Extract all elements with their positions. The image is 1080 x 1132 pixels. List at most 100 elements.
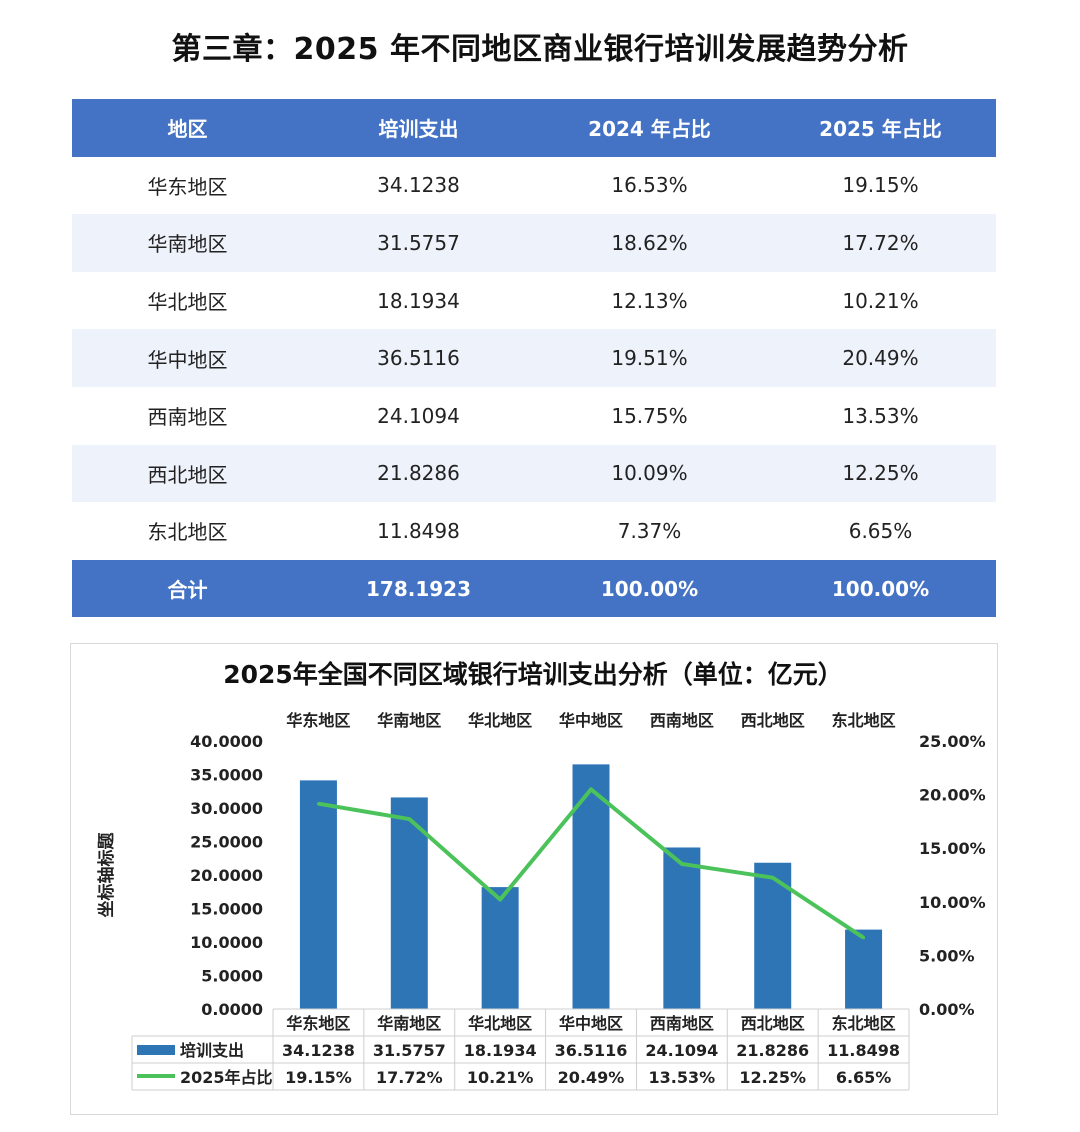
x-tick-label: 东北地区 xyxy=(832,1014,896,1033)
cell-region: 西南地区 xyxy=(72,386,303,445)
top-category-label: 东北地区 xyxy=(832,711,896,730)
bar-data-label: 21.8286 xyxy=(736,1041,809,1060)
table-row: 华中地区 36.5116 19.51% 20.49% xyxy=(72,329,996,387)
y2-tick-label: 5.00% xyxy=(919,946,975,965)
total-share-2024: 100.00% xyxy=(534,559,765,618)
cell-share-2024: 18.62% xyxy=(534,214,765,272)
y-tick-label: 35.0000 xyxy=(190,766,263,785)
cell-region: 华中地区 xyxy=(72,329,303,387)
cell-spend: 11.8498 xyxy=(303,502,534,560)
table-row: 西南地区 24.1094 15.75% 13.53% xyxy=(72,386,996,445)
cell-share-2024: 10.09% xyxy=(534,444,765,503)
bar xyxy=(390,797,428,1009)
page-title: 第三章：2025 年不同地区商业银行培训发展趋势分析 xyxy=(171,32,909,67)
y-tick-label: 20.0000 xyxy=(190,866,263,885)
total-label: 合计 xyxy=(72,559,303,618)
bar xyxy=(481,887,519,1009)
y2-tick-label: 0.00% xyxy=(919,1000,975,1019)
top-category-label: 华北地区 xyxy=(468,711,532,730)
line-data-label: 10.21% xyxy=(467,1068,534,1087)
table-total-row: 合计 178.1923 100.00% 100.00% xyxy=(72,559,996,618)
cell-spend: 21.8286 xyxy=(303,444,534,503)
header-share-2024: 2024 年占比 xyxy=(534,99,765,157)
x-tick-label: 华北地区 xyxy=(468,1014,532,1033)
table-row: 东北地区 11.8498 7.37% 6.65% xyxy=(72,502,996,560)
total-share-2025: 100.00% xyxy=(765,559,996,618)
line-point xyxy=(407,817,411,821)
header-share-2025: 2025 年占比 xyxy=(765,99,996,157)
table-row: 华南地区 31.5757 18.62% 17.72% xyxy=(72,214,996,272)
line-point xyxy=(498,898,502,902)
cell-region: 东北地区 xyxy=(72,502,303,560)
bar-data-label: 11.8498 xyxy=(827,1041,900,1060)
x-tick-label: 华东地区 xyxy=(286,1014,350,1033)
header-region: 地区 xyxy=(72,99,303,157)
cell-share-2025: 20.49% xyxy=(765,329,996,387)
line-point xyxy=(589,787,593,791)
table-row: 西北地区 21.8286 10.09% 12.25% xyxy=(72,444,996,503)
top-category-label: 华南地区 xyxy=(377,711,441,730)
summary-table: 地区 培训支出 2024 年占比 2025 年占比 华东地区 34.1238 1… xyxy=(72,99,996,618)
cell-spend: 34.1238 xyxy=(303,156,534,215)
y2-tick-label: 10.00% xyxy=(919,893,986,912)
y2-tick-label: 20.00% xyxy=(919,786,986,805)
top-category-label: 西北地区 xyxy=(741,711,805,730)
y-tick-label: 40.0000 xyxy=(190,732,263,751)
top-category-label: 西南地区 xyxy=(650,711,714,730)
cell-region: 华南地区 xyxy=(72,214,303,272)
bar-data-label: 36.5116 xyxy=(555,1041,628,1060)
cell-share-2025: 17.72% xyxy=(765,214,996,272)
cell-share-2024: 19.51% xyxy=(534,329,765,387)
cell-share-2025: 6.65% xyxy=(765,502,996,560)
y2-tick-label: 25.00% xyxy=(919,732,986,751)
top-category-label: 华东地区 xyxy=(286,711,350,730)
line-point xyxy=(316,802,320,806)
table-row: 华东地区 34.1238 16.53% 19.15% xyxy=(72,156,996,215)
x-tick-label: 西南地区 xyxy=(650,1014,714,1033)
y-tick-label: 25.0000 xyxy=(190,833,263,852)
cell-share-2024: 12.13% xyxy=(534,271,765,330)
cell-region: 华东地区 xyxy=(72,156,303,215)
line-data-label: 12.25% xyxy=(739,1068,806,1087)
total-spend: 178.1923 xyxy=(303,559,534,618)
line-data-label: 19.15% xyxy=(285,1068,352,1087)
chart-title: 2025年全国不同区域银行培训支出分析（单位：亿元） xyxy=(223,660,843,689)
bar-data-label: 34.1238 xyxy=(282,1041,355,1060)
cell-spend: 24.1094 xyxy=(303,386,534,445)
x-tick-label: 西北地区 xyxy=(741,1014,805,1033)
table-row: 华北地区 18.1934 12.13% 10.21% xyxy=(72,271,996,330)
y-tick-label: 30.0000 xyxy=(190,799,263,818)
cell-spend: 18.1934 xyxy=(303,271,534,330)
cell-share-2025: 13.53% xyxy=(765,386,996,445)
line-data-label: 6.65% xyxy=(836,1068,892,1087)
legend-key-bar xyxy=(137,1045,175,1055)
table-header-row: 地区 培训支出 2024 年占比 2025 年占比 xyxy=(72,99,996,157)
bar-data-label: 24.1094 xyxy=(645,1041,718,1060)
cell-share-2025: 10.21% xyxy=(765,271,996,330)
cell-region: 西北地区 xyxy=(72,444,303,503)
line-data-label: 20.49% xyxy=(558,1068,625,1087)
bar xyxy=(845,929,883,1009)
cell-spend: 36.5116 xyxy=(303,329,534,387)
bar-data-label: 31.5757 xyxy=(373,1041,446,1060)
cell-share-2025: 12.25% xyxy=(765,444,996,503)
y-tick-label: 5.0000 xyxy=(201,967,263,986)
x-tick-label: 华中地区 xyxy=(559,1014,623,1033)
bar-data-label: 18.1934 xyxy=(464,1041,537,1060)
y-tick-label: 10.0000 xyxy=(190,933,263,952)
top-category-label: 华中地区 xyxy=(559,711,623,730)
header-spend: 培训支出 xyxy=(303,99,534,157)
cell-spend: 31.5757 xyxy=(303,214,534,272)
y-tick-label: 15.0000 xyxy=(190,900,263,919)
legend-label-line: 2025年占比 xyxy=(180,1068,273,1087)
y-axis-title: 坐标轴标题 xyxy=(96,832,117,918)
legend-label-bar: 培训支出 xyxy=(180,1041,244,1060)
bar xyxy=(663,847,701,1009)
cell-share-2024: 15.75% xyxy=(534,386,765,445)
cell-share-2024: 16.53% xyxy=(534,156,765,215)
line-data-label: 17.72% xyxy=(376,1068,443,1087)
line-point xyxy=(862,936,866,940)
cell-share-2025: 19.15% xyxy=(765,156,996,215)
bar xyxy=(299,780,337,1009)
